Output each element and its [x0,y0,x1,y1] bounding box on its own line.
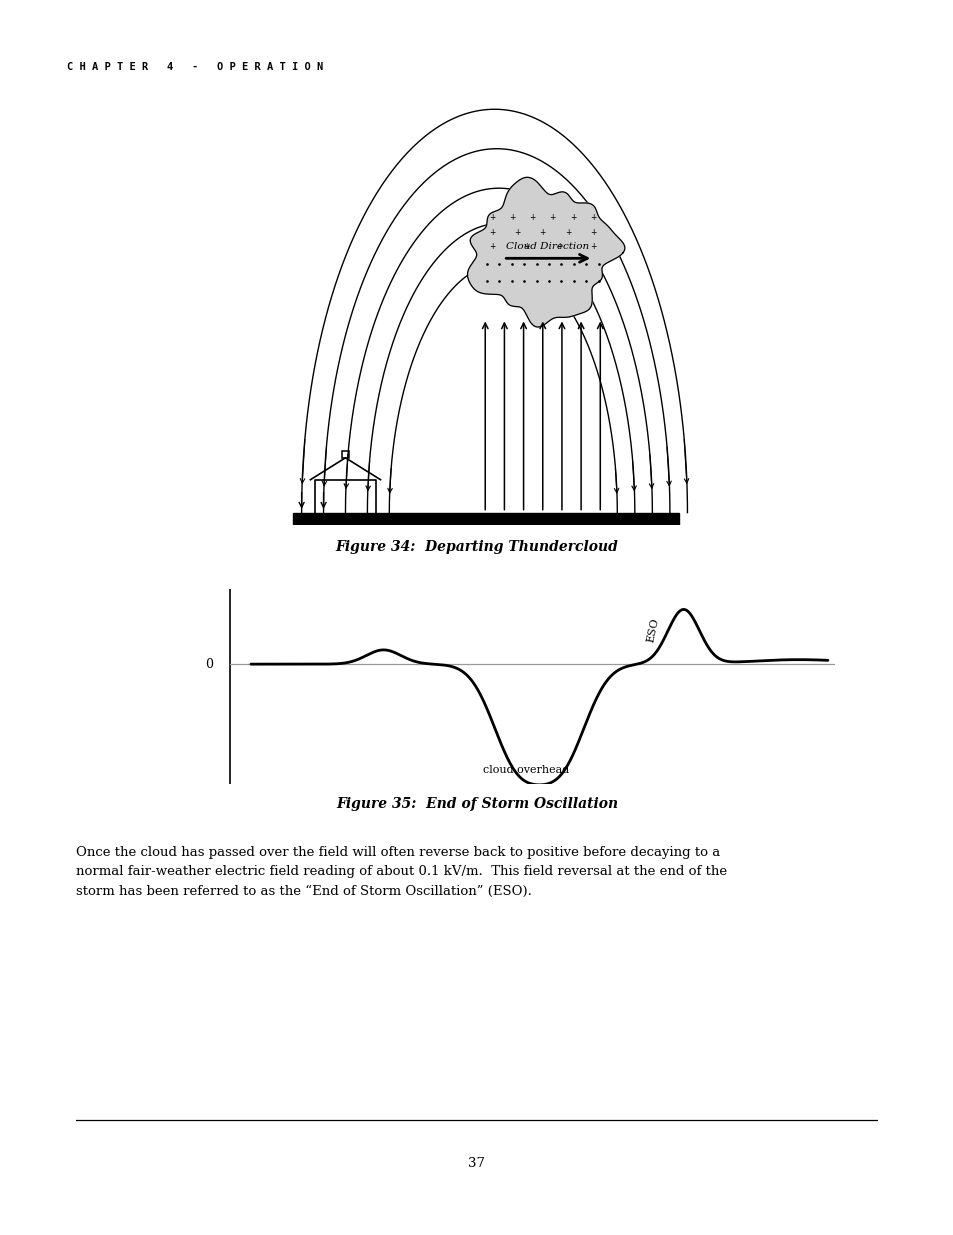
Text: +: + [489,242,495,251]
Text: +: + [569,214,576,222]
Text: Figure 34:  Departing Thundercloud: Figure 34: Departing Thundercloud [335,540,618,555]
Text: +: + [489,214,495,222]
Text: cloud overhead: cloud overhead [482,766,568,776]
Bar [293,513,678,525]
Text: Once the cloud has passed over the field will often reverse back to positive bef: Once the cloud has passed over the field… [76,846,727,898]
Text: Figure 35:  End of Storm Oscillation: Figure 35: End of Storm Oscillation [335,797,618,811]
Text: ESO: ESO [645,618,660,643]
Text: +: + [590,214,596,222]
Text: 37: 37 [468,1157,485,1171]
Text: +: + [564,227,571,237]
Text: +: + [539,227,545,237]
Text: +: + [590,227,596,237]
Text: C H A P T E R   4   -   O P E R A T I O N: C H A P T E R 4 - O P E R A T I O N [67,62,323,72]
Text: +: + [514,227,520,237]
Text: +: + [489,227,495,237]
Bar [342,451,349,458]
Text: +: + [522,242,529,251]
Text: +: + [549,214,556,222]
Polygon shape [467,178,624,327]
Text: Cloud Direction: Cloud Direction [505,242,588,251]
Text: +: + [590,242,596,251]
Text: +: + [509,214,516,222]
Text: 0: 0 [205,658,213,671]
Text: +: + [529,214,536,222]
Text: +: + [556,242,562,251]
